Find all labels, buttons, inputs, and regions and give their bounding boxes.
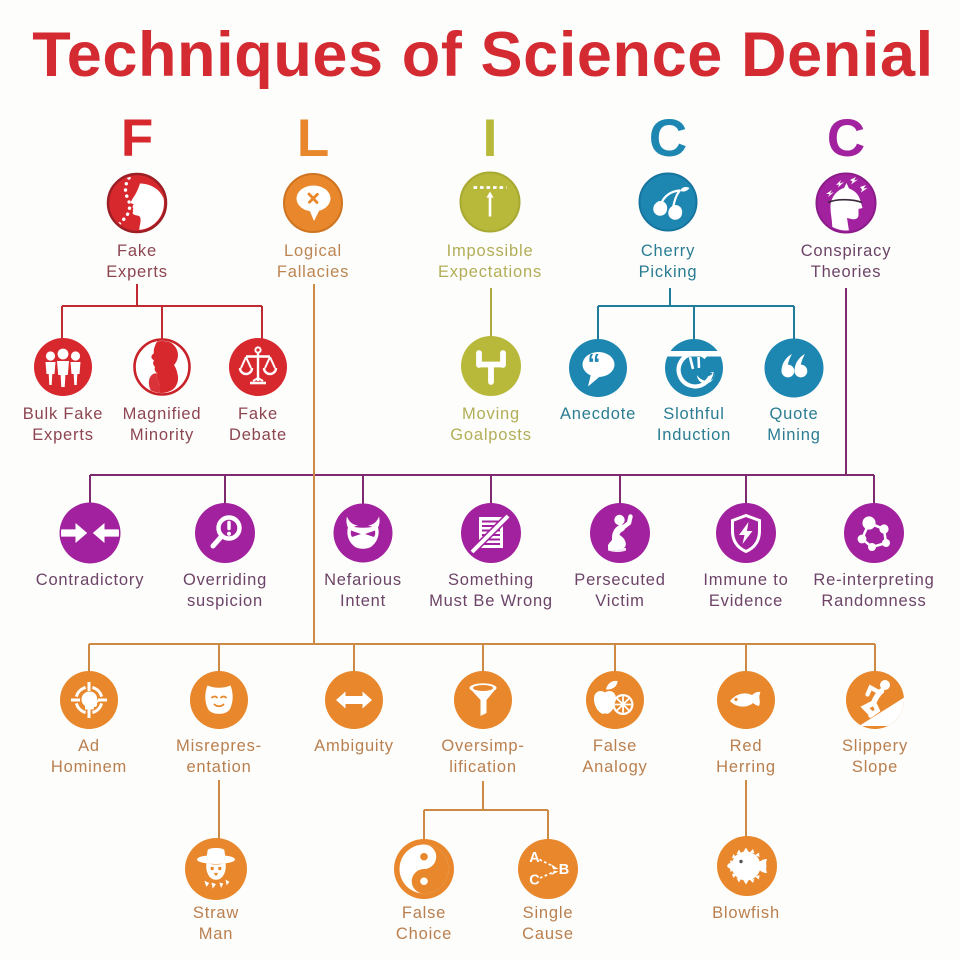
svg-text:Slothful: Slothful (663, 405, 724, 423)
svg-text:Fake: Fake (117, 242, 157, 260)
svg-text:Victim: Victim (595, 592, 644, 610)
svg-text:Overriding: Overriding (183, 571, 267, 589)
svg-text:False: False (593, 737, 637, 755)
svg-text:Persecuted: Persecuted (574, 571, 665, 589)
svg-text:Re-interpreting: Re-interpreting (813, 571, 934, 589)
svg-text:Minority: Minority (130, 426, 194, 444)
svg-text:Debate: Debate (229, 426, 287, 444)
svg-text:Conspiracy: Conspiracy (801, 242, 892, 260)
svg-text:Logical: Logical (284, 242, 342, 260)
svg-text:Slippery: Slippery (842, 737, 908, 755)
svg-text:Quote: Quote (770, 405, 819, 423)
svg-text:Herring: Herring (716, 758, 776, 776)
svg-text:Anecdote: Anecdote (560, 405, 636, 423)
svg-text:Moving: Moving (462, 405, 520, 423)
svg-text:Fallacies: Fallacies (277, 263, 349, 281)
svg-text:C: C (827, 109, 865, 168)
svg-text:Magnified: Magnified (123, 405, 202, 423)
svg-text:Ad: Ad (78, 737, 100, 755)
svg-text:Experts: Experts (32, 426, 94, 444)
svg-text:I: I (483, 109, 498, 168)
svg-text:Theories: Theories (811, 263, 882, 281)
svg-text:Slope: Slope (852, 758, 898, 776)
svg-text:Bulk Fake: Bulk Fake (23, 405, 104, 423)
svg-text:Contradictory: Contradictory (36, 571, 145, 589)
svg-text:suspicion: suspicion (187, 592, 263, 610)
svg-text:Red: Red (730, 737, 763, 755)
svg-text:“: “ (588, 348, 601, 378)
svg-text:Intent: Intent (340, 592, 386, 610)
svg-text:Nefarious: Nefarious (324, 571, 402, 589)
svg-text:Impossible: Impossible (447, 242, 534, 260)
svg-text:B: B (559, 862, 569, 878)
svg-text:L: L (297, 109, 329, 168)
svg-text:Blowfish: Blowfish (712, 904, 780, 922)
svg-text:Randomness: Randomness (821, 592, 926, 610)
svg-text:False: False (402, 904, 446, 922)
svg-text:Oversimp-: Oversimp- (441, 737, 524, 755)
svg-text:C: C (529, 873, 540, 889)
svg-text:Analogy: Analogy (582, 758, 647, 776)
svg-text:C: C (649, 109, 687, 168)
svg-text:Evidence: Evidence (709, 592, 783, 610)
svg-text:Cherry: Cherry (641, 242, 695, 260)
svg-text:Goalposts: Goalposts (450, 426, 532, 444)
svg-text:Man: Man (199, 925, 234, 943)
svg-text:Techniques of Science Denial: Techniques of Science Denial (32, 20, 933, 90)
svg-text:F: F (121, 109, 153, 168)
svg-text:Experts: Experts (106, 263, 168, 281)
svg-text:Induction: Induction (657, 426, 731, 444)
svg-text:Expectations: Expectations (438, 263, 542, 281)
svg-text:Something: Something (448, 571, 534, 589)
svg-text:Fake: Fake (238, 405, 278, 423)
svg-text:Ambiguity: Ambiguity (314, 737, 394, 755)
svg-text:Choice: Choice (396, 925, 452, 943)
svg-text:Hominem: Hominem (51, 758, 127, 776)
svg-text:Misrepres-: Misrepres- (176, 737, 262, 755)
svg-text:Must Be Wrong: Must Be Wrong (429, 592, 553, 610)
svg-text:Single: Single (523, 904, 574, 922)
svg-text:Cause: Cause (522, 925, 574, 943)
svg-text:Straw: Straw (193, 904, 239, 922)
svg-text:Picking: Picking (639, 263, 698, 281)
svg-text:entation: entation (186, 758, 251, 776)
svg-text:Mining: Mining (767, 426, 820, 444)
svg-text:lification: lification (449, 758, 517, 776)
svg-text:A: A (529, 850, 540, 866)
svg-text:Immune to: Immune to (703, 571, 788, 589)
